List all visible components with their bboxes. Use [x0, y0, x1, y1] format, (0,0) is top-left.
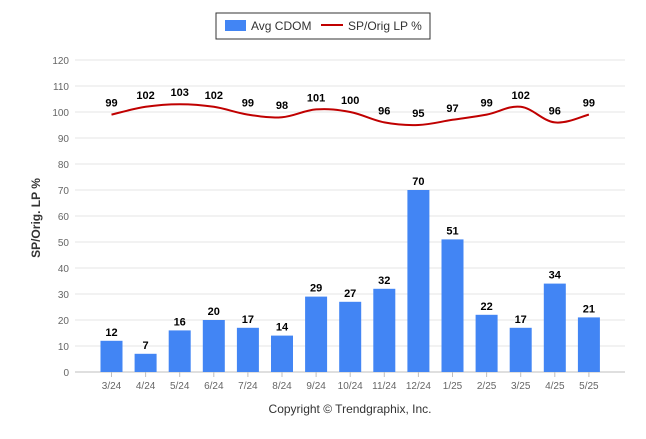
bar-value-label: 21: [583, 303, 595, 315]
bar-avg-cdom: [236, 327, 259, 372]
line-value-label: 102: [136, 90, 154, 102]
x-tick-label: 4/25: [545, 381, 565, 392]
y-axis-title: SP/Orig. LP %: [29, 178, 43, 258]
legend-bar-swatch: [225, 20, 246, 31]
line-value-label: 102: [512, 90, 530, 102]
bar-value-label: 27: [344, 288, 356, 300]
x-tick-label: 6/24: [204, 381, 224, 392]
bar-avg-cdom: [373, 288, 396, 372]
y-tick-label: 50: [58, 238, 70, 249]
x-tick-label: 12/24: [406, 381, 431, 392]
bar-value-label: 12: [105, 327, 117, 339]
line-value-label: 99: [480, 98, 492, 110]
line-value-label: 99: [105, 98, 117, 110]
line-value-label: 101: [307, 92, 325, 104]
bar-value-label: 20: [208, 306, 220, 318]
line-sp-orig-lp: [111, 103, 590, 127]
y-tick-label: 70: [58, 186, 70, 197]
line-value-label: 96: [549, 105, 561, 117]
x-tick-label: 11/24: [372, 381, 397, 392]
line-value-label: 100: [341, 95, 359, 107]
bar-value-label: 17: [242, 314, 254, 326]
bar-value-label: 16: [174, 316, 186, 328]
x-tick-label: 10/24: [338, 381, 363, 392]
y-tick-label: 110: [53, 82, 69, 93]
y-tick-label: 60: [58, 212, 70, 223]
line-value-label: 99: [242, 98, 254, 110]
bar-series: [100, 190, 600, 372]
line-value-label: 97: [446, 103, 458, 115]
line-value-label: 99: [583, 98, 595, 110]
bar-value-label: 29: [310, 283, 322, 295]
bar-avg-cdom: [407, 190, 430, 372]
bar-avg-cdom: [305, 296, 328, 372]
bar-value-label: 14: [276, 322, 289, 334]
line-value-label: 95: [412, 108, 424, 120]
legend-bar-label: Avg CDOM: [251, 19, 311, 33]
line-value-label: 102: [205, 90, 223, 102]
x-tick-label: 9/24: [306, 381, 326, 392]
bar-avg-cdom: [577, 317, 600, 372]
x-tick-label: 5/25: [579, 381, 599, 392]
line-value-label: 98: [276, 100, 288, 112]
y-tick-label: 30: [58, 290, 70, 301]
bar-value-label: 70: [412, 176, 424, 188]
bar-avg-cdom: [475, 314, 498, 372]
y-tick-label: 100: [52, 108, 69, 119]
x-tick-label: 5/24: [170, 381, 190, 392]
bar-avg-cdom: [202, 320, 225, 372]
data-labels: 12 7 16 20 17 14 29 27 32 70 51 22 17 34 21 99 102 103 102…: [105, 87, 595, 352]
bar-value-label: 22: [480, 301, 492, 313]
y-tick-label: 0: [63, 368, 69, 379]
x-tick-label: 1/25: [443, 381, 463, 392]
bar-avg-cdom: [339, 301, 362, 372]
y-tick-label: 120: [52, 56, 69, 67]
x-tick-label: 3/24: [102, 381, 122, 392]
y-tick-label: 20: [58, 316, 70, 327]
bar-value-label: 7: [143, 340, 149, 352]
bar-avg-cdom: [509, 327, 532, 372]
line-series: [111, 103, 590, 127]
axes: 0 10 20 30 40 50 60 70 80 90 100 110 120 3/24 4/24 5/24…: [52, 56, 625, 392]
y-tick-label: 90: [58, 134, 70, 145]
line-value-label: 96: [378, 105, 390, 117]
x-tick-label: 2/25: [477, 381, 497, 392]
y-tick-label: 40: [58, 264, 70, 275]
bar-value-label: 32: [378, 275, 390, 287]
legend: Avg CDOM SP/Orig LP %: [215, 12, 431, 40]
x-tick-label: 8/24: [272, 381, 292, 392]
bar-value-label: 17: [515, 314, 527, 326]
legend-line-label: SP/Orig LP %: [348, 19, 422, 33]
bar-avg-cdom: [271, 335, 293, 372]
y-tick-label: 80: [58, 160, 70, 171]
x-tick-label: 3/25: [511, 381, 531, 392]
line-value-label: 103: [171, 87, 189, 99]
x-tick-label: 4/24: [136, 381, 156, 392]
x-tick-label: 7/24: [238, 381, 258, 392]
bar-avg-cdom: [543, 283, 566, 372]
bar-avg-cdom: [100, 340, 123, 372]
bar-value-label: 51: [446, 225, 458, 237]
y-tick-label: 10: [58, 342, 70, 353]
bar-avg-cdom: [168, 330, 191, 372]
footer-copyright: Copyright © Trendgraphix, Inc.: [269, 402, 432, 416]
bar-avg-cdom: [134, 353, 157, 372]
bar-avg-cdom: [441, 239, 464, 372]
bar-value-label: 34: [549, 270, 562, 282]
